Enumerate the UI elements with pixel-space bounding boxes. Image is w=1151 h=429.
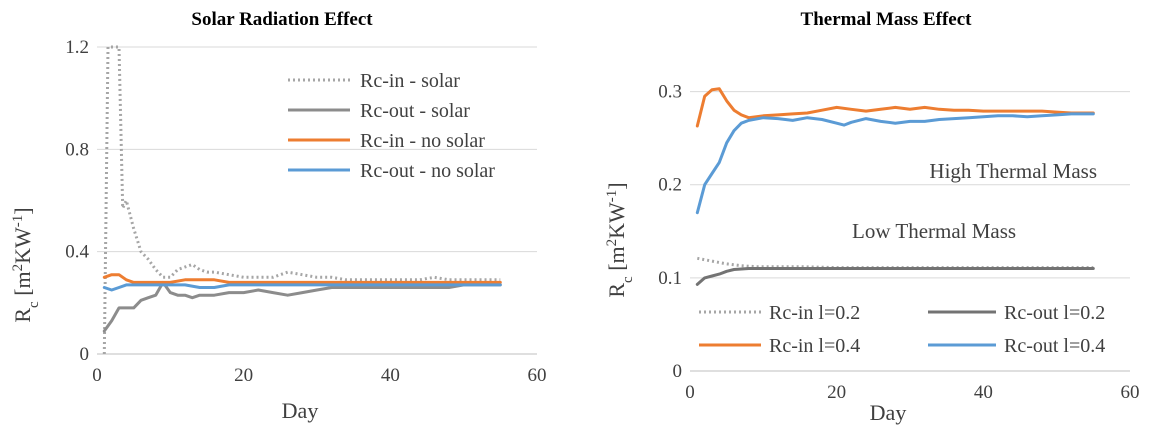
x-tick-label: 40 xyxy=(381,365,400,386)
x-tick-label: 60 xyxy=(528,365,547,386)
y-tick-label: 1.2 xyxy=(65,37,89,58)
y-tick-label: 0 xyxy=(80,344,90,365)
annotation-high-thermal-mass: High Thermal Mass xyxy=(929,159,1097,183)
y-tick-label: 0 xyxy=(673,361,683,382)
legend: Rc-in l=0.2 Rc-out l=0.2 Rc-in l=0.4 Rc-out… xyxy=(699,302,1105,357)
series-line-rc-out-solar xyxy=(102,280,502,333)
x-tick-labels: 0 20 40 60 xyxy=(92,365,546,386)
legend-label: Rc-in - solar xyxy=(360,70,460,92)
y-tick-labels: 0 0.1 0.2 0.3 xyxy=(658,82,682,382)
legend-label: Rc-out l=0.2 xyxy=(1004,302,1105,324)
legend-label: Rc-in l=0.2 xyxy=(769,302,860,324)
chart-title: Solar Radiation Effect xyxy=(191,9,373,30)
x-tick-label: 20 xyxy=(234,365,253,386)
legend-label: Rc-in - no solar xyxy=(360,130,485,152)
x-tick-label: 40 xyxy=(974,382,993,403)
series-line-rc-in-l-0-2 xyxy=(697,256,1094,270)
series-line-rc-in-no-solar xyxy=(102,273,502,284)
x-axis-label: Day xyxy=(282,398,319,423)
y-tick-label: 0.4 xyxy=(65,242,89,263)
series-line-rc-out-l-0-2 xyxy=(695,267,1095,286)
series-line-rc-out-no-solar xyxy=(102,283,502,292)
legend-label: Rc-in l=0.4 xyxy=(769,335,860,357)
series-lines xyxy=(102,45,502,355)
x-tick-label: 0 xyxy=(685,382,695,403)
chart-title: Thermal Mass Effect xyxy=(801,9,973,30)
series-line-rc-in-l-0-4 xyxy=(695,87,1095,128)
y-axis-label: Rc [m2KW-1] xyxy=(10,207,42,322)
series-line-rc-out-l-0-4 xyxy=(695,112,1095,215)
y-axis-label: Rc [m2KW-1] xyxy=(604,182,636,297)
series-line-rc-in-solar xyxy=(102,45,501,355)
chart-solar-radiation: Solar Radiation Effect 0 0.4 0.8 1.2 0 20 40 6… xyxy=(10,9,547,423)
y-tick-label: 0.1 xyxy=(658,268,682,289)
annotation-low-thermal-mass: Low Thermal Mass xyxy=(852,219,1016,243)
legend: Rc-in - solar Rc-out - solar Rc-in - no so… xyxy=(288,70,495,182)
x-tick-label: 60 xyxy=(1121,382,1140,403)
legend-label: Rc-out - no solar xyxy=(360,160,495,182)
x-axis-label: Day xyxy=(870,400,907,425)
y-tick-labels: 0 0.4 0.8 1.2 xyxy=(65,37,89,365)
legend-label: Rc-out - solar xyxy=(360,100,470,122)
gridlines xyxy=(690,91,1130,372)
series-lines xyxy=(695,87,1095,286)
legend-label: Rc-out l=0.4 xyxy=(1004,335,1105,357)
x-tick-label: 20 xyxy=(827,382,846,403)
x-tick-label: 0 xyxy=(92,365,102,386)
y-tick-label: 0.3 xyxy=(658,82,682,103)
gridlines xyxy=(97,46,537,355)
y-tick-label: 0.8 xyxy=(65,139,89,160)
x-tick-labels: 0 20 40 60 xyxy=(685,382,1139,403)
y-tick-label: 0.2 xyxy=(658,175,682,196)
chart-thermal-mass: Thermal Mass Effect 0 0.1 0.2 0.3 0 20 40 60 D… xyxy=(604,9,1140,425)
